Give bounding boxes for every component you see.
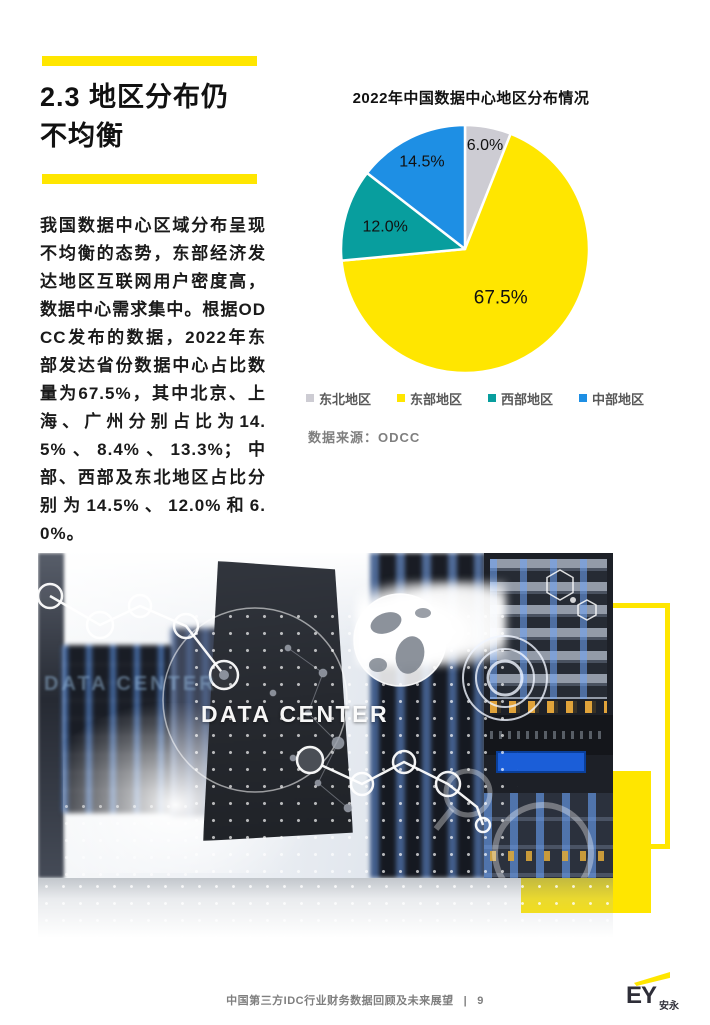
section-body-text: 我国数据中心区域分布呈现不均衡的态势，东部经济发达地区互联网用户密度高，数据中心… xyxy=(40,216,266,543)
legend-label: 东部地区 xyxy=(410,391,463,407)
footer-separator: | xyxy=(463,995,468,1007)
chart-source: 数据来源：ODCC xyxy=(308,430,421,445)
pie-slice-东部地区 xyxy=(340,132,591,375)
constellation-graphic xyxy=(269,644,353,813)
accent-bar-top xyxy=(42,56,257,66)
ey-logo-suffix: 安永 xyxy=(659,1001,679,1012)
chart-title: 2022年中国数据中心地区分布情况 xyxy=(352,90,590,107)
legend-swatch-icon xyxy=(306,394,314,402)
legend-label: 中部地区 xyxy=(592,391,645,407)
pie-label-东部地区: 67.5% xyxy=(474,287,528,308)
legend-label: 西部地区 xyxy=(501,391,554,407)
dot-grid-overlay xyxy=(188,608,518,873)
legend-item: 中部地区 xyxy=(579,389,644,408)
pie-label-中部地区: 14.5% xyxy=(399,154,444,171)
photo-band-ticks xyxy=(490,731,607,739)
photo-caption: DATA CENTER xyxy=(201,701,390,727)
ey-logo: EY 安永 xyxy=(626,970,690,1016)
ey-logo-text: EY xyxy=(626,982,657,1009)
photo-yellow-leds xyxy=(490,851,607,861)
pie-label-东北地区: 6.0% xyxy=(467,137,503,154)
lens-rings xyxy=(462,635,548,721)
photo-line-art xyxy=(38,569,597,878)
hexagon-icons xyxy=(546,569,597,621)
section-heading: 2.3 地区分布仍不均衡 xyxy=(40,82,230,151)
legend-item: 西部地区 xyxy=(488,389,553,408)
pie-chart-svg: 6.0% 67.5% 12.0% 14.5% xyxy=(339,123,591,375)
photo-reflection xyxy=(38,878,613,938)
legend-item: 东北地区 xyxy=(306,389,371,408)
pie-label-西部地区: 12.0% xyxy=(363,218,408,235)
footer-page-number: 9 xyxy=(477,995,484,1007)
globe-icon xyxy=(353,593,447,687)
pie-slice-西部地区 xyxy=(339,171,467,262)
data-center-photo: DATA CENTER DATA CENTER xyxy=(38,553,613,878)
network-ring xyxy=(162,607,348,793)
pie-chart: 6.0% 67.5% 12.0% 14.5% xyxy=(335,119,595,379)
legend-swatch-icon xyxy=(488,394,497,402)
legend-swatch-icon xyxy=(397,394,406,402)
chart-legend: 东北地区 东部地区 西部地区 中部地区 xyxy=(300,389,690,408)
footer: 中国第三方IDC行业财务数据回顾及未来展望 | 9 xyxy=(0,992,710,1008)
legend-item: 东部地区 xyxy=(397,389,462,408)
dot-grid-overlay-floor xyxy=(58,798,198,878)
molecule-chain-bottom xyxy=(295,745,492,834)
pie-slice-中部地区 xyxy=(365,123,467,251)
accent-bar-bottom xyxy=(42,174,257,184)
legend-swatch-icon xyxy=(579,394,588,402)
legend-label: 东北地区 xyxy=(319,391,372,407)
ghost-circles xyxy=(433,768,594,878)
photo-ghost-caption: DATA CENTER xyxy=(44,673,217,695)
molecule-chain-top xyxy=(38,582,240,691)
footer-doc-title: 中国第三方IDC行业财务数据回顾及未来展望 xyxy=(226,995,454,1007)
